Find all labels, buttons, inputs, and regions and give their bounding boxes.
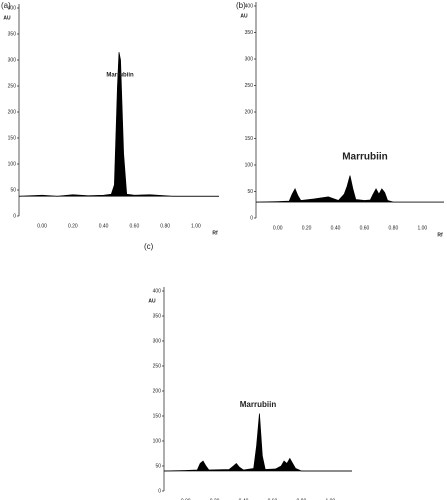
- x-tick-label: 0.80: [297, 498, 307, 500]
- y-tick-label: 300: [8, 57, 17, 63]
- y-tick-label: 0: [13, 213, 16, 219]
- y-tick-label: 150: [245, 136, 254, 142]
- y-tick-label: 400: [245, 3, 254, 9]
- x-tick-label: 0.80: [389, 225, 399, 231]
- trace: [18, 52, 219, 197]
- panel-label: (a): [1, 1, 11, 10]
- x-tick-label: 0.60: [130, 223, 140, 229]
- x-tick-label: 0.00: [273, 225, 283, 231]
- x-tick-label: 0.40: [331, 225, 341, 231]
- peak-annotation: Marrubiin: [106, 73, 134, 79]
- y-tick-label: 350: [8, 31, 17, 37]
- x-tick-label: 0.40: [99, 223, 109, 229]
- x-tick-label: 0.20: [302, 225, 312, 231]
- x-tick-label: 0.60: [360, 225, 370, 231]
- y-tick-label: 300: [245, 56, 254, 62]
- y-tick-label: 300: [153, 338, 162, 344]
- y-tick-label: 100: [245, 162, 254, 168]
- y-tick-label: 0: [250, 215, 253, 221]
- peak-annotation: Marrubiin: [240, 400, 277, 409]
- y-tick-label: 50: [247, 189, 253, 195]
- panel-label: (c): [144, 242, 154, 251]
- panel-label: (b): [236, 1, 246, 10]
- y-tick-label: 150: [8, 135, 17, 141]
- x-tick-label: 0.20: [68, 223, 78, 229]
- y-tick-label: 200: [8, 109, 17, 115]
- x-tick-label: 0.40: [239, 498, 249, 500]
- trace: [163, 413, 352, 472]
- y-tick-label: 350: [153, 313, 162, 319]
- y-tick-label: 400: [8, 5, 17, 11]
- y-tick-label: 200: [153, 388, 162, 394]
- y-tick-label: 150: [153, 413, 162, 419]
- trace: [255, 175, 444, 203]
- x-axis-label: Rf: [437, 232, 443, 238]
- x-tick-label: 1.00: [191, 223, 201, 229]
- y-axis-label: AU: [148, 298, 156, 304]
- y-tick-label: 50: [10, 187, 16, 193]
- x-tick-label: 1.00: [325, 498, 335, 500]
- peak-annotation: Marrubiin: [342, 152, 388, 163]
- y-tick-label: 100: [153, 438, 162, 444]
- y-tick-label: 0: [158, 488, 161, 494]
- y-tick-label: 100: [8, 161, 17, 167]
- x-tick-label: 0.00: [181, 498, 191, 500]
- y-tick-label: 250: [153, 363, 162, 369]
- y-tick-label: 400: [153, 288, 162, 294]
- y-tick-label: 200: [245, 109, 254, 115]
- y-axis-label: AU: [3, 15, 11, 21]
- x-tick-label: 0.80: [160, 223, 170, 229]
- x-axis-label: Rf: [212, 230, 218, 236]
- y-tick-label: 50: [155, 463, 161, 469]
- x-tick-label: 0.00: [37, 223, 47, 229]
- y-axis-label: AU: [240, 13, 248, 19]
- y-tick-label: 350: [245, 30, 254, 36]
- y-tick-label: 250: [8, 83, 17, 89]
- x-tick-label: 0.60: [268, 498, 278, 500]
- y-tick-label: 250: [245, 83, 254, 89]
- x-tick-label: 0.20: [210, 498, 220, 500]
- x-tick-label: 1.00: [417, 225, 427, 231]
